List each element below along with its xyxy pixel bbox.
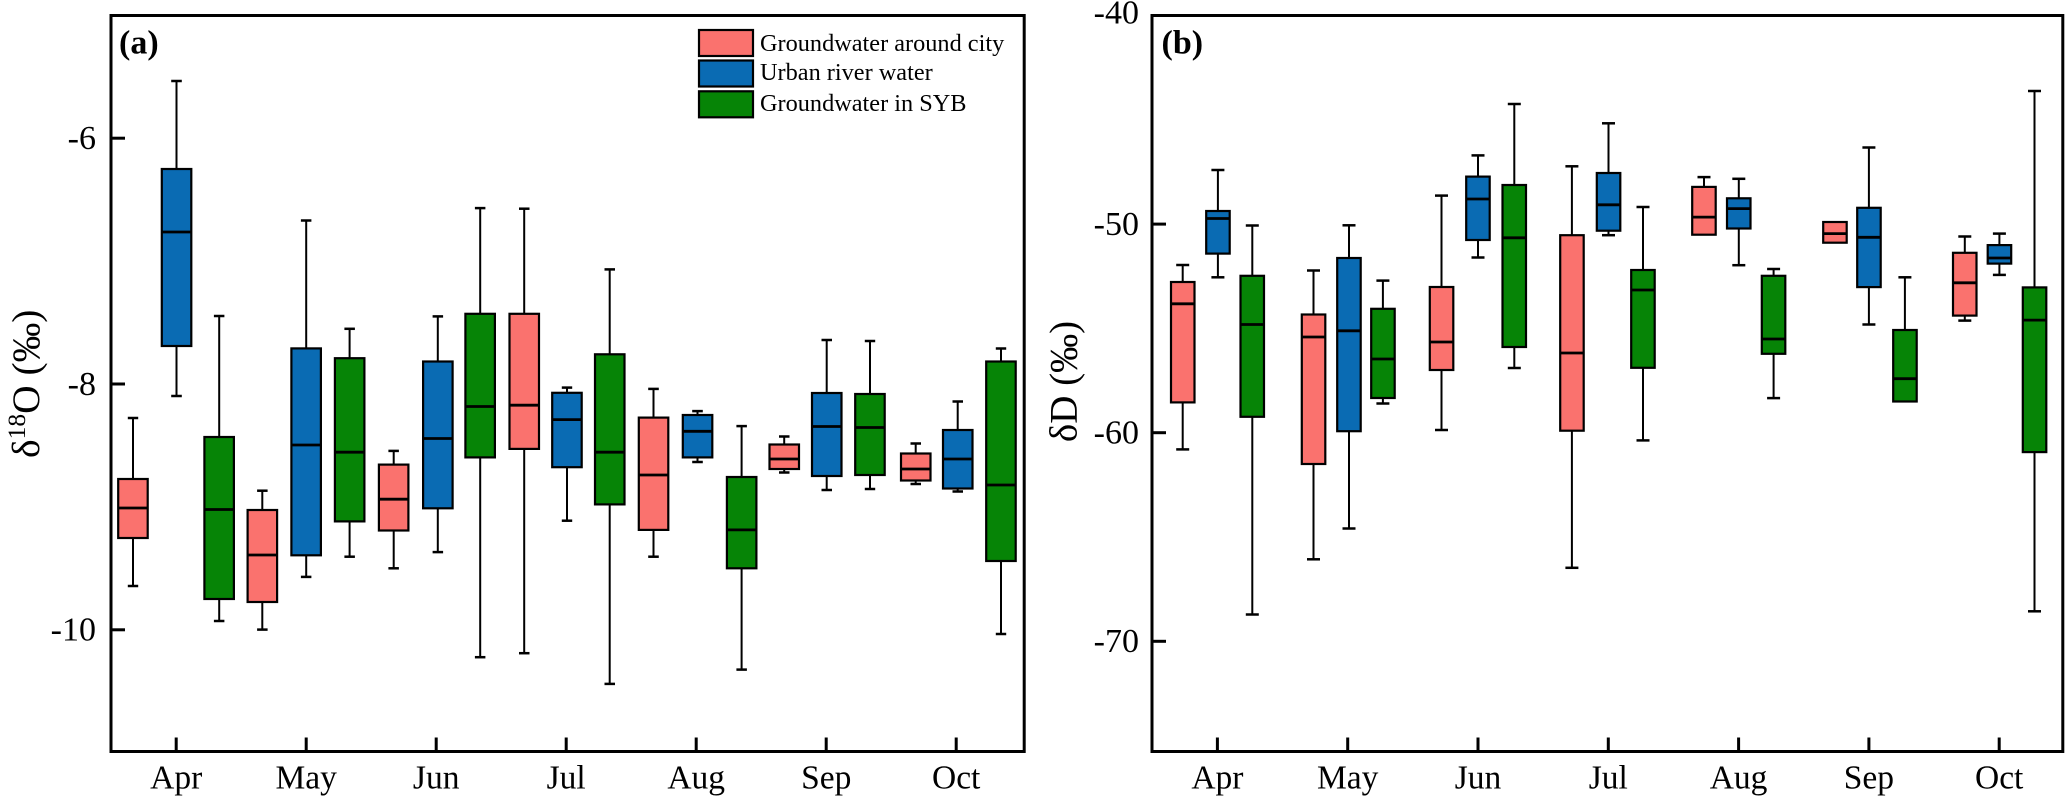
svg-text:-50: -50 (1094, 206, 1139, 243)
svg-text:Sep: Sep (801, 760, 851, 797)
svg-text:Groundwater around city: Groundwater around city (760, 30, 1005, 57)
svg-text:-70: -70 (1094, 623, 1139, 660)
svg-text:Aug: Aug (1710, 760, 1768, 797)
svg-text:(a): (a) (119, 25, 159, 62)
svg-text:Groundwater in SYB: Groundwater in SYB (760, 90, 967, 117)
svg-text:Jul: Jul (547, 760, 586, 797)
svg-text:(b): (b) (1162, 24, 1204, 61)
svg-text:Apr: Apr (1191, 760, 1243, 797)
svg-text:δD (‰): δD (‰) (1043, 321, 1086, 442)
svg-text:May: May (275, 760, 337, 797)
svg-text:-60: -60 (1094, 415, 1139, 452)
svg-text:-6: -6 (68, 120, 96, 157)
svg-text:Sep: Sep (1844, 760, 1894, 797)
svg-text:-10: -10 (51, 612, 96, 649)
svg-text:-40: -40 (1094, 0, 1139, 32)
svg-text:Oct: Oct (1975, 760, 2024, 797)
svg-text:Jun: Jun (413, 760, 460, 797)
svg-text:Jul: Jul (1589, 760, 1628, 797)
svg-text:Jun: Jun (1455, 760, 1502, 797)
svg-text:May: May (1317, 760, 1379, 797)
svg-text:-8: -8 (68, 366, 96, 403)
svg-text:Urban river water: Urban river water (760, 59, 933, 86)
svg-text:Apr: Apr (150, 760, 202, 797)
svg-text:Aug: Aug (667, 760, 725, 797)
svg-text:Oct: Oct (932, 760, 981, 797)
